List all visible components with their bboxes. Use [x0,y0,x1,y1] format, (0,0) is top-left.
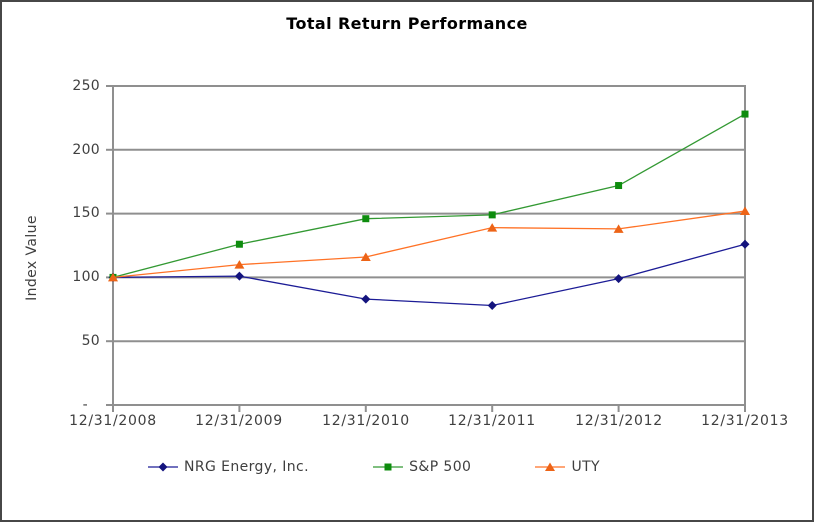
sp500-square-marker-icon [373,463,404,471]
x-tick-label-2009: 12/31/2009 [195,413,283,429]
y-tick-label-100: 100 [72,269,100,285]
y-tick-label-50: 50 [81,333,100,349]
x-tick-label-2011: 12/31/2011 [448,413,536,429]
legend-item-sp500: S&P 500 [373,459,471,475]
y-tick-label-150: 150 [72,205,100,221]
legend-label-uty: UTY [571,459,600,475]
y-tick-label-200: 200 [72,142,100,158]
chart-title: Total Return Performance [286,14,528,33]
y-tick-label-250: 250 [72,78,100,94]
uty-triangle-marker-icon [535,462,566,471]
legend-item-nrg: NRG Energy, Inc. [148,459,309,475]
x-tick-label-2010: 12/31/2010 [322,413,410,429]
x-tick-label-2013: 12/31/2013 [701,413,789,429]
x-tick-label-2008: 12/31/2008 [69,413,157,429]
x-tick-label-2012: 12/31/2012 [575,413,663,429]
legend-label-nrg: NRG Energy, Inc. [184,459,309,475]
legend: NRG Energy, Inc. S&P 500 UTY [148,456,600,478]
legend-label-sp500: S&P 500 [409,459,472,475]
y-tick-label-0: - [82,397,88,413]
nrg-diamond-marker-icon [148,462,178,472]
legend-item-uty: UTY [535,459,600,475]
